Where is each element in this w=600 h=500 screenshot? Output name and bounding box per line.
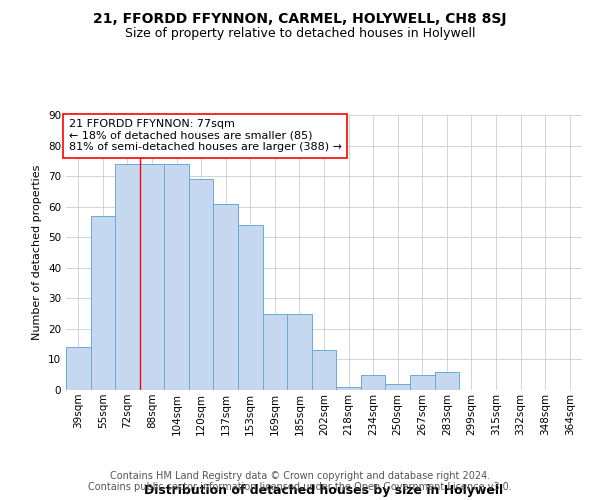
Bar <box>361 374 385 390</box>
Bar <box>287 314 312 390</box>
Text: Size of property relative to detached houses in Holywell: Size of property relative to detached ho… <box>125 28 475 40</box>
Text: 21 FFORDD FFYNNON: 77sqm
← 18% of detached houses are smaller (85)
81% of semi-d: 21 FFORDD FFYNNON: 77sqm ← 18% of detach… <box>68 119 341 152</box>
Bar <box>434 372 459 390</box>
X-axis label: Distribution of detached houses by size in Holywell: Distribution of detached houses by size … <box>145 484 503 496</box>
Bar <box>115 164 140 390</box>
Bar <box>385 384 410 390</box>
Bar <box>214 204 238 390</box>
Bar <box>312 350 336 390</box>
Bar <box>410 374 434 390</box>
Bar <box>66 347 91 390</box>
Y-axis label: Number of detached properties: Number of detached properties <box>32 165 43 340</box>
Text: Contains HM Land Registry data © Crown copyright and database right 2024.
Contai: Contains HM Land Registry data © Crown c… <box>88 471 512 492</box>
Bar <box>140 164 164 390</box>
Bar <box>189 179 214 390</box>
Bar <box>91 216 115 390</box>
Text: 21, FFORDD FFYNNON, CARMEL, HOLYWELL, CH8 8SJ: 21, FFORDD FFYNNON, CARMEL, HOLYWELL, CH… <box>93 12 507 26</box>
Bar <box>164 164 189 390</box>
Bar <box>336 387 361 390</box>
Bar <box>238 225 263 390</box>
Bar <box>263 314 287 390</box>
